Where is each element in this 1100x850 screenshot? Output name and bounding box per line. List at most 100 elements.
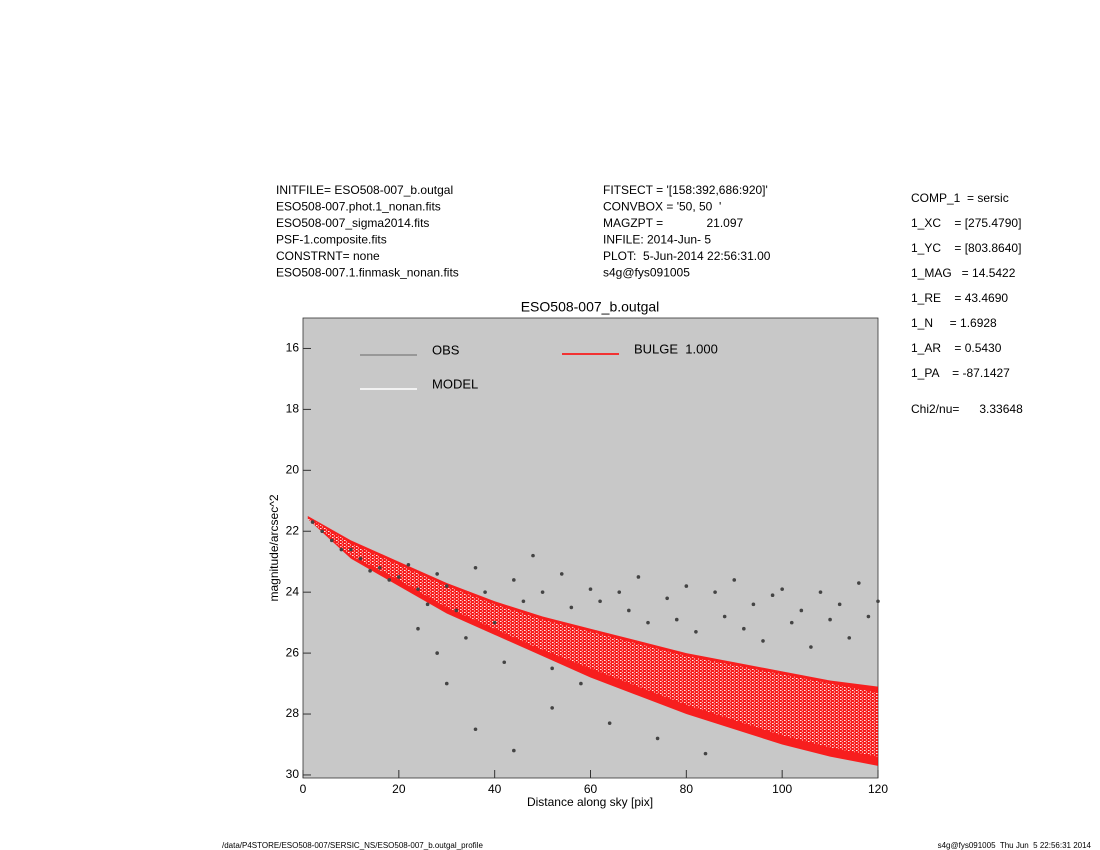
obs-point: [454, 608, 459, 613]
obs-point: [492, 620, 497, 625]
obs-point: [761, 639, 765, 643]
obs-point: [559, 572, 564, 576]
model-band: [307, 517, 879, 757]
fit-parameter: 1_RE = 43.4690: [911, 291, 1008, 305]
obs-point: [684, 584, 689, 588]
obs-point: [770, 593, 775, 598]
y-tick-label: 20: [286, 462, 300, 476]
obs-point: [435, 651, 439, 655]
header-line: PLOT: 5-Jun-2014 22:56:31.00: [603, 249, 771, 263]
obs-point: [809, 645, 813, 649]
obs-point: [310, 520, 315, 524]
header-line: CONVBOX = '50, 50 ': [603, 200, 721, 214]
legend-label: OBS: [432, 342, 460, 357]
obs-point: [789, 620, 794, 625]
obs-point: [876, 599, 880, 604]
footer-left: /data/P4STORE/ESO508-007/SERSIC_NS/ESO50…: [222, 841, 483, 850]
header-line: s4g@fys091005: [603, 266, 690, 280]
fit-parameter: COMP_1 = sersic: [911, 191, 1009, 205]
obs-point: [540, 590, 545, 594]
header-line: ESO508-007.phot.1_nonan.fits: [276, 200, 441, 214]
obs-point: [416, 587, 420, 591]
obs-point: [444, 584, 449, 588]
obs-point: [397, 575, 401, 579]
obs-point: [847, 636, 852, 640]
obs-point: [521, 599, 526, 604]
header-line: PSF-1.composite.fits: [276, 233, 387, 247]
obs-point: [329, 538, 334, 543]
obs-point: [674, 617, 679, 622]
obs-point: [837, 602, 842, 607]
obs-point: [406, 562, 411, 567]
fit-parameter: 1_YC = [803.8640]: [911, 241, 1021, 255]
y-tick-label: 24: [286, 584, 300, 598]
obs-point: [425, 602, 430, 607]
y-axis-label: magnitude/arcsec^2: [267, 494, 281, 601]
obs-point: [665, 596, 669, 601]
obs-point: [588, 587, 593, 591]
obs-point: [502, 660, 507, 665]
x-tick-label: 80: [680, 782, 694, 796]
obs-point: [349, 547, 353, 552]
obs-point: [646, 620, 650, 625]
header-line: MAGZPT = 21.097: [603, 216, 743, 230]
obs-point: [377, 566, 382, 570]
obs-point: [473, 566, 478, 570]
header-line: FITSECT = '[158:392,686:920]': [603, 183, 768, 197]
obs-point: [444, 681, 449, 686]
obs-point: [799, 608, 804, 613]
y-tick-label: 26: [286, 645, 300, 659]
obs-point: [569, 605, 574, 610]
obs-point: [598, 599, 602, 604]
chi2: Chi2/nu= 3.33648: [911, 402, 1023, 416]
y-tick-label: 22: [286, 523, 300, 537]
y-tick-label: 16: [286, 341, 300, 355]
obs-point: [550, 666, 554, 671]
fit-parameter: 1_XC = [275.4790]: [911, 216, 1021, 230]
obs-point: [579, 681, 583, 686]
obs-point: [751, 602, 756, 607]
header-line: ESO508-007.1.finmask_nonan.fits: [276, 266, 459, 280]
y-tick-label: 30: [286, 767, 300, 781]
obs-point: [866, 614, 871, 619]
obs-point: [722, 614, 727, 619]
obs-point: [627, 608, 631, 613]
obs-point: [473, 727, 478, 732]
obs-point: [828, 617, 832, 622]
obs-point: [387, 578, 392, 582]
obs-point: [742, 626, 746, 631]
x-tick-label: 120: [868, 782, 888, 796]
fit-parameter: 1_PA = -87.1427: [911, 366, 1010, 380]
header-line: INFILE: 2014-Jun- 5: [603, 233, 711, 247]
obs-point: [636, 575, 641, 579]
fit-parameter: 1_N = 1.6928: [911, 316, 997, 330]
obs-point: [483, 590, 487, 594]
x-tick-label: 40: [488, 782, 502, 796]
x-tick-label: 60: [584, 782, 598, 796]
header-line: ESO508-007_sigma2014.fits: [276, 216, 429, 230]
x-tick-label: 20: [392, 782, 406, 796]
chart-title: ESO508-007_b.outgal: [521, 299, 660, 315]
obs-point: [607, 721, 612, 725]
obs-point: [320, 529, 324, 534]
header-line: INITFILE= ESO508-007_b.outgal: [276, 183, 453, 197]
x-tick-label: 0: [300, 782, 307, 796]
obs-point: [550, 706, 554, 710]
obs-point: [531, 553, 535, 558]
obs-point: [857, 581, 861, 585]
fit-parameter: 1_AR = 0.5430: [911, 341, 1002, 355]
obs-point: [818, 590, 823, 594]
obs-point: [368, 569, 372, 573]
obs-point: [617, 590, 622, 594]
footer-right: s4g@fys091005 Thu Jun 5 22:56:31 2014: [938, 841, 1092, 850]
header-line: CONSTRNT= none: [276, 249, 380, 263]
obs-point: [416, 626, 420, 631]
legend-label: MODEL: [432, 376, 478, 391]
x-axis-label: Distance along sky [pix]: [527, 795, 653, 809]
obs-point: [694, 629, 698, 634]
obs-point: [358, 556, 363, 561]
obs-point: [512, 748, 516, 753]
obs-point: [339, 547, 344, 552]
obs-point: [464, 636, 468, 640]
